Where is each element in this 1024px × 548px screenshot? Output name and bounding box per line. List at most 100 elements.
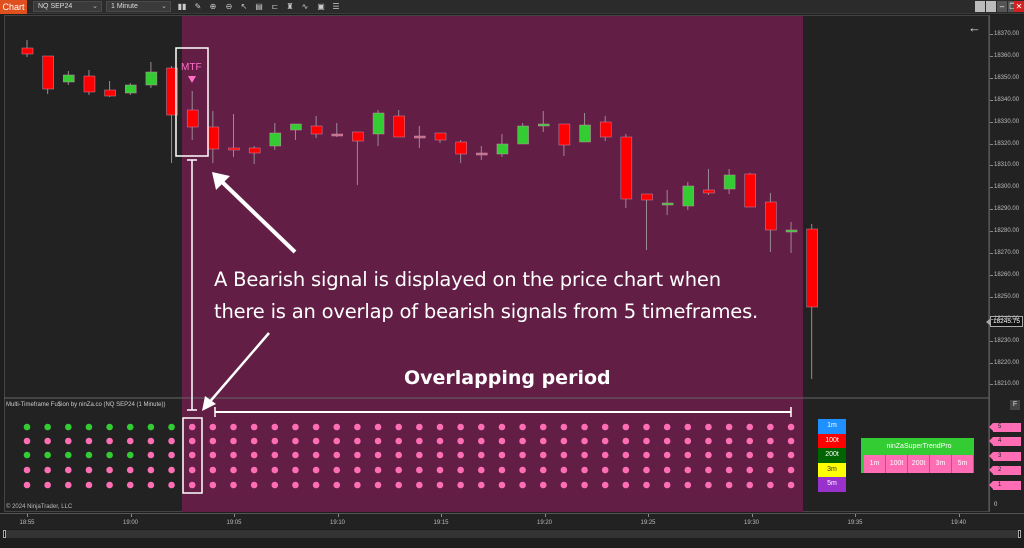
candle-body [744, 173, 756, 208]
time-tick [441, 514, 442, 517]
mtf-dot [746, 423, 754, 431]
mtf-dot [250, 466, 258, 474]
row-tag-1: 1 [989, 481, 1021, 490]
candle-body [186, 109, 199, 128]
mtf-dot [312, 466, 320, 474]
mtf-dot [333, 481, 341, 489]
current-price-marker: 18245.75 [986, 316, 1023, 327]
time-label: 19:30 [743, 520, 760, 526]
indicators-icon[interactable]: ∿ [301, 2, 309, 11]
time-tick [234, 514, 235, 517]
mtf-dot [705, 466, 712, 474]
timeframe-legend: 1m 100t 200t 3m 5m [818, 419, 846, 492]
horizontal-scrollbar[interactable] [3, 530, 1021, 538]
candle-body [558, 123, 571, 146]
candle-body [290, 123, 302, 131]
mtf-dot [292, 451, 299, 459]
candle-body [372, 112, 385, 135]
time-tick [648, 514, 649, 517]
mtf-dot [168, 481, 175, 489]
mtf-dot [746, 437, 754, 445]
scroll-left-handle[interactable] [3, 530, 6, 538]
templates-icon[interactable]: ⊏ [271, 2, 279, 11]
mtf-dot [354, 466, 361, 474]
price-tick [990, 99, 993, 101]
mtf-dot [126, 466, 134, 474]
explanation-line-1: A Bearish signal is displayed on the pri… [214, 268, 721, 291]
back-arrow-icon[interactable]: ← [968, 20, 981, 35]
mtf-dot [126, 437, 134, 445]
mtf-dot [333, 423, 341, 431]
interval-select[interactable]: 1 Minute ⌄ [106, 1, 171, 12]
time-tick [958, 514, 960, 517]
price-label: 18340.00 [994, 96, 1020, 103]
price-tick [990, 318, 993, 320]
time-axis[interactable]: 18:55 19:00 19:05 19:10 19:15 19:20 19:25 19:30… [0, 513, 1024, 529]
mtf-dot [271, 423, 279, 431]
draw-pencil-icon[interactable]: ✎ [194, 2, 202, 11]
mtf-dot [622, 481, 630, 489]
window-button-2[interactable] [986, 1, 996, 12]
mtf-dot [126, 423, 134, 431]
mtf-dot [581, 481, 588, 489]
mtf-dot [106, 466, 113, 474]
price-tick [990, 384, 993, 386]
zoom-in-icon[interactable]: ⊕ [209, 2, 217, 11]
mtf-dot [65, 481, 72, 489]
time-label: 19:05 [226, 520, 242, 526]
mtf-dot [684, 451, 692, 459]
chevron-down-icon: ⌄ [161, 3, 167, 10]
chart-tab[interactable]: Chart [0, 0, 27, 14]
candle-body [434, 132, 447, 141]
minimize-button[interactable]: – [997, 1, 1007, 12]
mtf-dot [705, 423, 712, 431]
mtf-dot [250, 437, 258, 445]
mtf-dot [725, 481, 733, 489]
candle-body [723, 174, 736, 190]
mtf-dot [787, 423, 795, 431]
candle-body [517, 125, 529, 145]
chart-trader-icon[interactable]: ☰ [332, 2, 340, 11]
zoom-out-icon[interactable]: ⊖ [225, 2, 233, 11]
close-button[interactable]: ✕ [1014, 1, 1024, 12]
mtf-dot [85, 466, 93, 474]
mtf-dot [312, 451, 320, 459]
time-label: 19:20 [536, 520, 553, 526]
bar-type-icon[interactable]: ▮▮ [177, 2, 187, 11]
mtf-dot [601, 466, 609, 474]
mtf-dot [395, 451, 403, 459]
mtf-dot [395, 423, 403, 431]
mtf-dot [230, 423, 237, 431]
candle-body [579, 124, 591, 143]
mtf-dot [436, 466, 444, 474]
mtf-dot [271, 437, 279, 445]
mtf-dot [457, 451, 464, 459]
instrument-select[interactable]: NQ SEP24 ⌄ [33, 1, 102, 12]
legend-3m: 3m [818, 462, 846, 477]
properties-icon[interactable]: ▤ [255, 2, 263, 11]
mtf-dot [519, 481, 526, 489]
price-tick [990, 77, 993, 79]
mtf-dot [684, 466, 692, 474]
price-label: 18320.00 [994, 140, 1020, 147]
restore-button[interactable]: ❐ [1008, 1, 1018, 12]
mtf-dot [230, 481, 237, 489]
supertrend-cell-1m: 1m [864, 455, 886, 473]
scroll-right-handle[interactable] [1018, 530, 1021, 538]
price-tick [990, 362, 993, 364]
window-button-1[interactable] [975, 1, 985, 12]
mtf-dot [539, 451, 547, 459]
f-button[interactable]: F [1010, 400, 1020, 410]
legend-100t: 100t [818, 433, 846, 448]
mtf-dot [498, 481, 506, 489]
mtf-dot [601, 481, 609, 489]
price-tick [990, 296, 993, 298]
mtf-dot [188, 481, 196, 489]
mtf-dot [519, 451, 526, 459]
data-box-icon[interactable]: ▣ [317, 2, 325, 11]
strategies-icon[interactable]: ♜ [286, 2, 294, 11]
overlapping-period-label: Overlapping period [404, 367, 611, 389]
pointer-icon[interactable]: ↖ [240, 2, 248, 11]
candle-body [125, 84, 137, 94]
time-label: 19:25 [640, 520, 656, 526]
